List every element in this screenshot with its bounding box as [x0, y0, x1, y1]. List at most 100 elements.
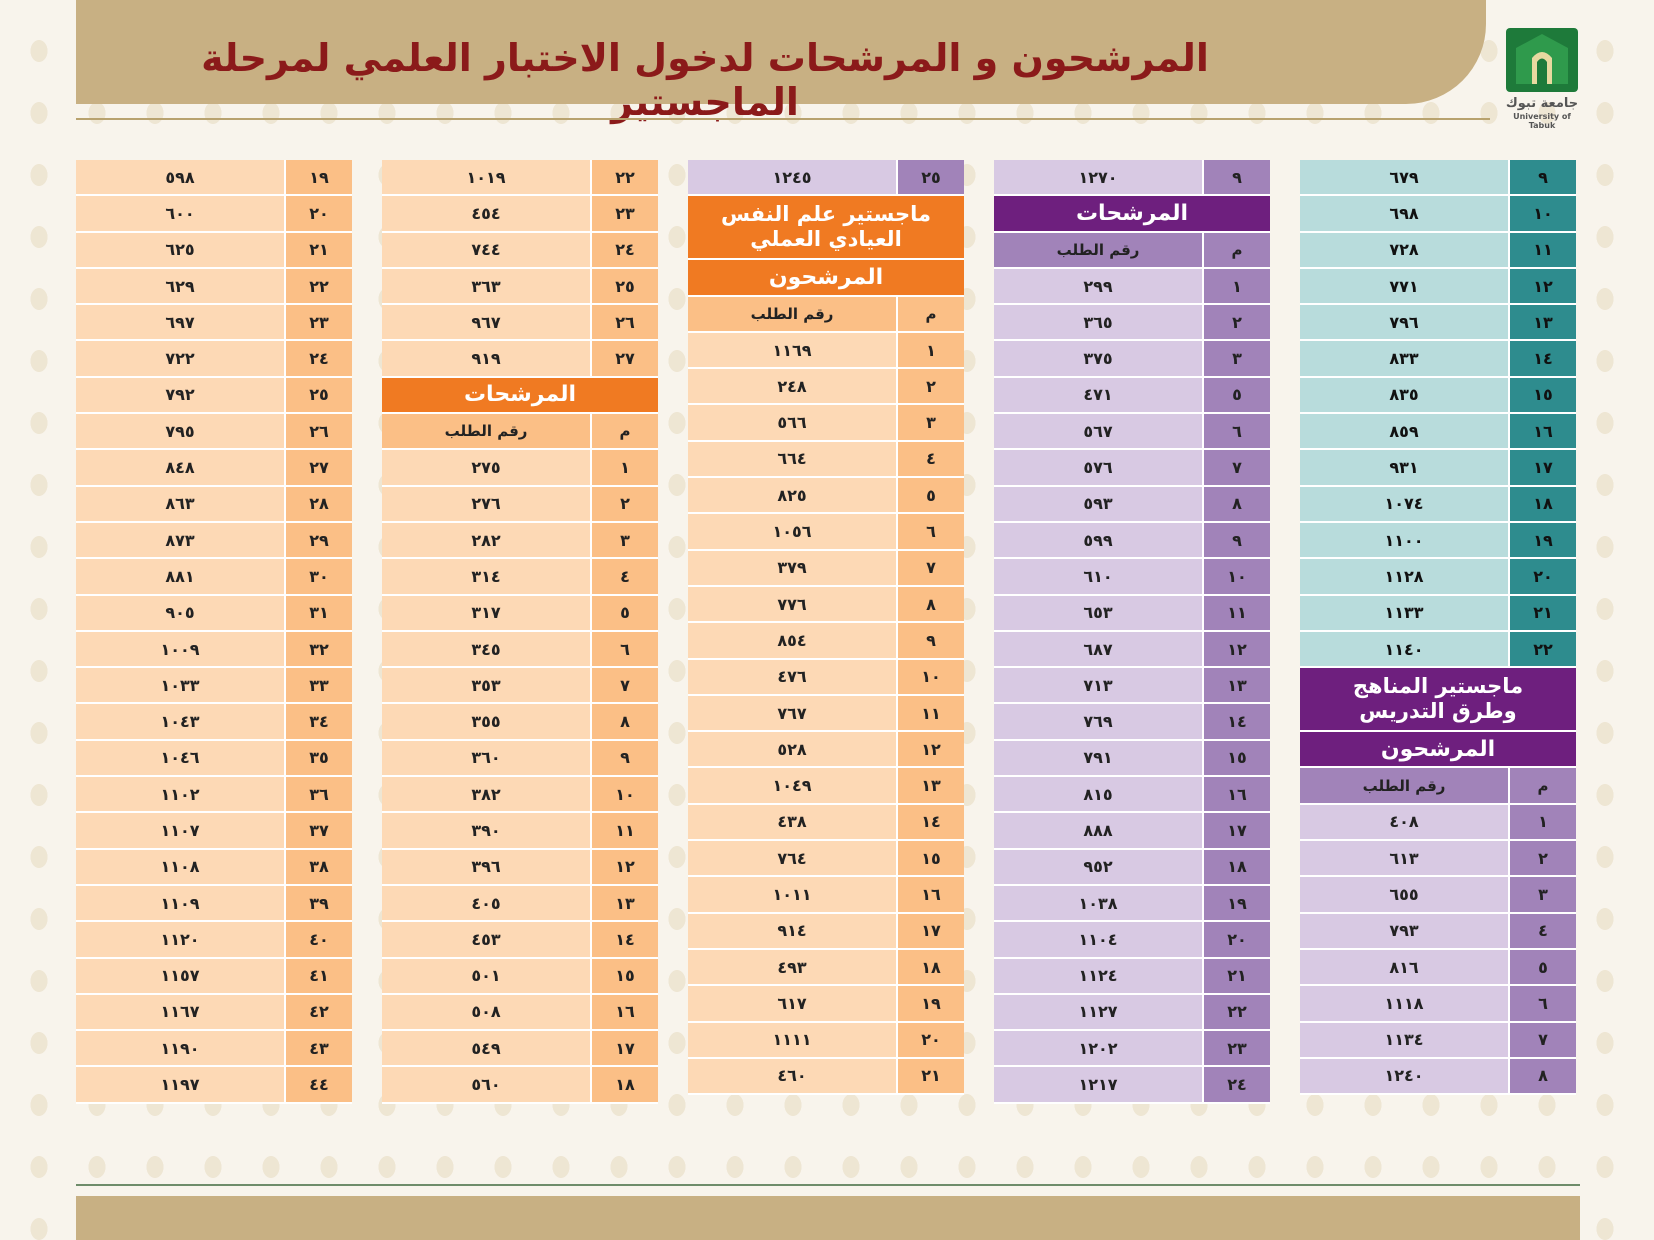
table-row: ٨ ٥٩٣ — [994, 486, 1270, 523]
table-row: ١٥ ٨٣٥ — [1300, 377, 1576, 415]
request-number: ١٠٤٣ — [76, 704, 286, 739]
row-number: ٢ — [592, 486, 658, 521]
row-number: ٢٢ — [286, 268, 352, 304]
table-row: ٣٨ ١١٠٨ — [76, 849, 352, 886]
request-number: ٧٩٥ — [76, 414, 286, 449]
table-row: ٢٦ ٩٦٧ — [382, 305, 658, 342]
table-row: ١٢ ٥٢٨ — [688, 732, 964, 769]
request-number: ٦٢٥ — [76, 232, 286, 267]
table-row: ١٠ ٦١٠ — [994, 559, 1270, 596]
table-row: ٣٤ ١٠٤٣ — [76, 704, 352, 741]
table-row: ٢٥ ٣٦٣ — [382, 268, 658, 306]
request-number: ٦٥٥ — [1300, 877, 1510, 912]
request-number: ١١١٨ — [1300, 986, 1510, 1021]
row-number: ٢١ — [1204, 958, 1270, 993]
group-title: المرشحات — [994, 196, 1270, 233]
request-number: ٨١٥ — [994, 777, 1204, 812]
group-title: المرشحون — [1300, 732, 1576, 769]
request-number: ٦١٧ — [688, 986, 898, 1021]
column-female-candidates-2: ٢٢ ١٠١٩ ٢٣ ٤٥٤ ٢٤ ٧٤٤ ٢٥ ٣٦٣ ٢٦ ٩٦٧ ٢٧ ٩١٩ المرشحات… — [382, 160, 658, 1104]
table-row: ٢ ٦١٣ — [1300, 841, 1576, 878]
table-row: ٣٩ ١١٠٩ — [76, 885, 352, 923]
table-row: ٩ ٨٥٤ — [688, 623, 964, 660]
logo-text-arabic: جامعة تبوك — [1505, 96, 1579, 111]
request-number: ٢٤٨ — [688, 369, 898, 404]
row-number: ١٥ — [898, 841, 964, 876]
request-number: ١١٢٧ — [994, 994, 1204, 1030]
table-row: ٢ ٢٧٦ — [382, 486, 658, 523]
table-row: ٥ ٤٧١ — [994, 377, 1270, 415]
row-number: ٢٧ — [592, 341, 658, 376]
table-row: ٥ ٨٢٥ — [688, 478, 964, 515]
request-number: ١٠٧٤ — [1300, 486, 1510, 521]
request-number: ٤٥٣ — [382, 922, 592, 957]
table-row: ١٣ ٧٩٦ — [1300, 305, 1576, 342]
row-number: ٦ — [592, 631, 658, 667]
request-number: ١٠٣٨ — [994, 885, 1204, 921]
row-number: ١٣ — [1510, 305, 1576, 340]
request-number: ١١١١ — [688, 1022, 898, 1057]
table-row: ١ ٤٠٨ — [1300, 804, 1576, 842]
row-number: ٢٥ — [592, 268, 658, 304]
col2-bottom-rows: ١ ٢٩٩ ٢ ٣٦٥ ٣ ٣٧٥ ٥ ٤٧١ ٦ ٥٦٧ ٧ ٥٧٦ ٨ ٥٩٣ ٩ ٥٩٩ ١٠ ٦١٠ ١١ ٦… — [994, 268, 1270, 1104]
table-row: ١١ ٣٩٠ — [382, 813, 658, 850]
row-number: ٦ — [898, 514, 964, 549]
table-row: ١٦ ٨١٥ — [994, 777, 1270, 814]
request-number: ١١٢٨ — [1300, 559, 1510, 594]
table-row: ١١ ٧٦٧ — [688, 695, 964, 733]
header-banner — [76, 0, 1486, 104]
row-number: ٩ — [1510, 160, 1576, 195]
table-row: ٢٢ ١١٢٧ — [994, 994, 1270, 1032]
request-number: ٦١٠ — [994, 559, 1204, 594]
program-title: ماجستير علم النفس العيادي العملي — [688, 196, 964, 261]
row-number: ٢٠ — [898, 1022, 964, 1057]
row-number: ٦ — [1204, 414, 1270, 449]
table-row: ٢١ ٦٢٥ — [76, 232, 352, 269]
row-number: ٥ — [898, 478, 964, 513]
table-row: ١٣ ٧١٣ — [994, 668, 1270, 705]
request-number: ٧٢٨ — [1300, 232, 1510, 267]
request-number: ٧٦٤ — [688, 841, 898, 876]
table-row: ٢ ٣٦٥ — [994, 305, 1270, 342]
table-row: ١٥ ٥٠١ — [382, 958, 658, 995]
row-number: ٢٦ — [592, 305, 658, 340]
row-number: ١ — [1204, 268, 1270, 304]
request-number: ١٠٤٦ — [76, 740, 286, 776]
table-row: ٢٣ ١٢٠٢ — [994, 1031, 1270, 1068]
request-number: ٣١٧ — [382, 595, 592, 630]
row-number: ١٧ — [898, 913, 964, 948]
request-number: ٤٣٨ — [688, 804, 898, 840]
row-number: ١٢ — [1510, 268, 1576, 304]
table-row: ٢٩ ٨٧٣ — [76, 522, 352, 560]
request-number: ٩٣١ — [1300, 450, 1510, 485]
table-row: ٦ ٣٤٥ — [382, 631, 658, 669]
table-header-row: م رقم الطلب — [994, 232, 1270, 269]
row-number: ٩ — [898, 623, 964, 658]
request-number: ١١٠٤ — [994, 922, 1204, 957]
table-row: ١ ٢٩٩ — [994, 268, 1270, 306]
request-number: ٥٧٦ — [994, 450, 1204, 485]
row-number: ٣٨ — [286, 849, 352, 884]
request-number: ٨٤٨ — [76, 450, 286, 485]
row-number: ٢ — [1204, 305, 1270, 340]
row-number: ٢٨ — [286, 486, 352, 521]
table-row: ٢٧ ٩١٩ — [382, 341, 658, 378]
request-number: ٤٧١ — [994, 377, 1204, 413]
table-row: ٢٠ ١١٠٤ — [994, 922, 1270, 959]
table-row: ١٨ ٥٦٠ — [382, 1067, 658, 1104]
request-number: ٧٧١ — [1300, 268, 1510, 304]
row-number: ٩ — [1204, 160, 1270, 195]
table-row: ١ ١١٦٩ — [688, 332, 964, 370]
table-row: ٢٦ ٧٩٥ — [76, 414, 352, 451]
row-number: ١١ — [1204, 595, 1270, 630]
table-row: ٣٧ ١١٠٧ — [76, 813, 352, 850]
table-row: ١٤ ٨٣٣ — [1300, 341, 1576, 378]
table-row: ٣٣ ١٠٣٣ — [76, 668, 352, 705]
row-number: ٣٥ — [286, 740, 352, 776]
row-number: ١٩ — [1204, 885, 1270, 921]
row-number: ١٢ — [1204, 631, 1270, 667]
col2-top-rows: ٩ ١٢٧٠ — [994, 160, 1270, 197]
request-number: ٣٧٥ — [994, 341, 1204, 376]
request-number: ٢٨٢ — [382, 522, 592, 558]
table-row: ١ ٢٧٥ — [382, 450, 658, 487]
